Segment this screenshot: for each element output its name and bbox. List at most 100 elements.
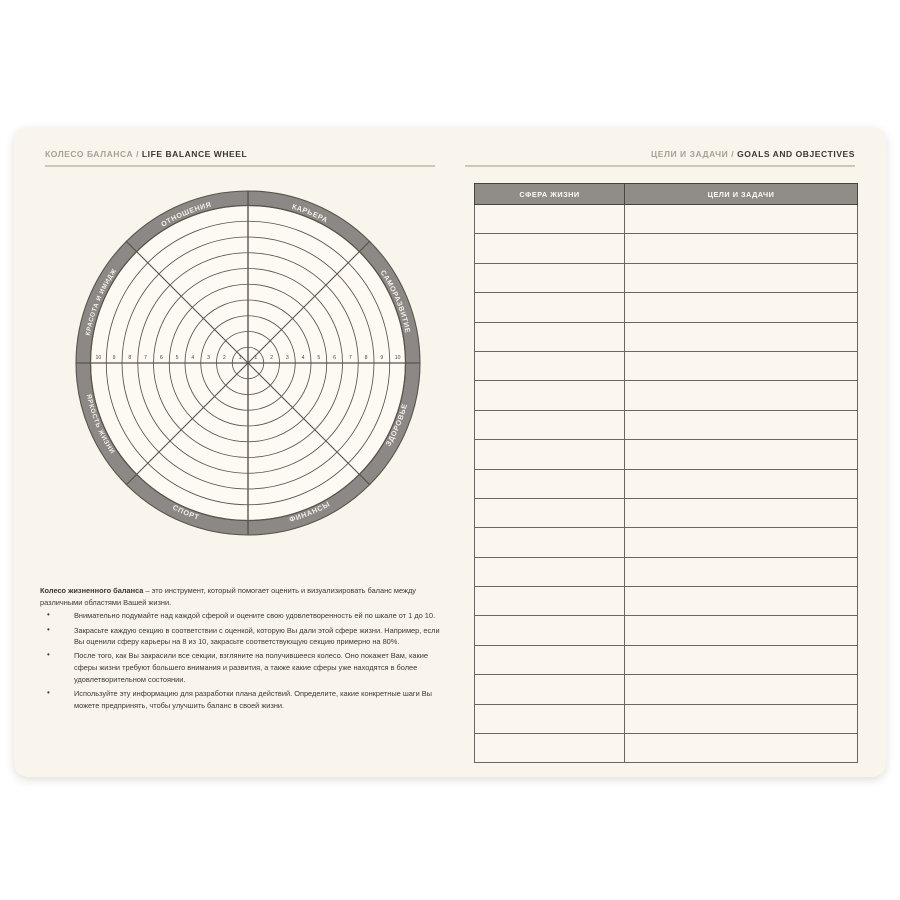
wheel-scale-label: 1 <box>239 355 242 361</box>
cell-life-area[interactable] <box>474 703 625 735</box>
table-row[interactable] <box>474 703 858 735</box>
wheel-scale-label: 6 <box>160 355 163 361</box>
wheel-scale-label: 8 <box>365 355 368 361</box>
table-row[interactable] <box>474 527 858 558</box>
wheel-spoke <box>247 362 360 475</box>
wheel-scale-label: 3 <box>286 355 289 361</box>
instructions-lead-bold: Колесо жизненного баланса <box>40 586 144 595</box>
wheel-scale-label: 5 <box>317 355 320 361</box>
table-row[interactable] <box>474 321 858 352</box>
wheel-scale-label: 1 <box>254 355 257 361</box>
instruction-text: Внимательно подумайте над каждой сферой … <box>74 611 436 621</box>
instruction-text: После того, как Вы закрасили все секции,… <box>74 651 428 684</box>
cell-life-area[interactable] <box>474 527 625 558</box>
instructions-lead-rest: – это инструмент, который помогает оцени… <box>40 586 416 607</box>
cell-goals[interactable] <box>624 644 858 676</box>
table-row[interactable] <box>474 439 858 470</box>
cell-life-area[interactable] <box>474 321 625 352</box>
cell-goals[interactable] <box>624 615 858 646</box>
table-row[interactable] <box>474 674 858 705</box>
instruction-text: Используйте эту информацию для разработк… <box>74 689 432 710</box>
cell-goals[interactable] <box>624 321 858 352</box>
cell-life-area[interactable] <box>474 733 625 764</box>
cell-life-area[interactable] <box>474 380 625 411</box>
cell-goals[interactable] <box>624 409 858 441</box>
wheel-scale-label: 8 <box>128 355 131 361</box>
table-row[interactable] <box>474 733 858 764</box>
table-row[interactable] <box>474 497 858 529</box>
table-row[interactable] <box>474 556 858 588</box>
cell-goals[interactable] <box>624 203 858 235</box>
cell-goals[interactable] <box>624 262 858 294</box>
wheel-scale-label: 10 <box>395 355 401 361</box>
header-left: КОЛЕСО БАЛАНСА / LIFE BALANCE WHEEL <box>45 149 247 159</box>
header-left-separator: / <box>136 149 139 159</box>
header-right-ru: ЦЕЛИ И ЗАДАЧИ <box>650 149 729 159</box>
cell-life-area[interactable] <box>474 615 625 646</box>
cell-goals[interactable] <box>624 556 858 588</box>
cell-life-area[interactable] <box>474 350 625 382</box>
wheel-scale-label: 2 <box>270 355 273 361</box>
header-right-en: GOALS AND OBJECTIVES <box>737 149 855 159</box>
cell-goals[interactable] <box>624 439 858 470</box>
cell-life-area[interactable] <box>474 439 625 470</box>
table-row[interactable] <box>474 586 858 617</box>
wheel-scale-label: 7 <box>349 355 352 361</box>
cell-goals[interactable] <box>624 527 858 558</box>
worksheet-page: КОЛЕСО БАЛАНСА / LIFE BALANCE WHEEL ЦЕЛИ… <box>14 127 886 777</box>
cell-life-area[interactable] <box>474 409 625 441</box>
wheel-scale-label: 4 <box>302 355 305 361</box>
cell-goals[interactable] <box>624 468 858 499</box>
cell-goals[interactable] <box>624 380 858 411</box>
cell-goals[interactable] <box>624 497 858 529</box>
cell-goals[interactable] <box>624 674 858 705</box>
wheel-scale-label: 5 <box>176 355 179 361</box>
table-row[interactable] <box>474 644 858 676</box>
wheel-scale-label: 6 <box>333 355 336 361</box>
instructions-lead: Колесо жизненного баланса – это инструме… <box>40 585 440 608</box>
table-row[interactable] <box>474 615 858 646</box>
wheel-scale-label: 7 <box>144 355 147 361</box>
table-row[interactable] <box>474 468 858 499</box>
cell-goals[interactable] <box>624 733 858 764</box>
header-right: ЦЕЛИ И ЗАДАЧИ / GOALS AND OBJECTIVES <box>651 149 855 159</box>
cell-life-area[interactable] <box>474 674 625 705</box>
wheel-scale-label: 9 <box>380 355 383 361</box>
cell-life-area[interactable] <box>474 556 625 588</box>
cell-life-area[interactable] <box>474 497 625 529</box>
header-right-separator: / <box>731 149 735 159</box>
life-balance-wheel[interactable]: 10 9 8 7 6 5 4 3 2 1 1 2 3 4 5 6 7 8 9 10 КАРЬЕРА САМОРАЗВИТИ… <box>24 175 444 575</box>
cell-goals[interactable] <box>624 233 858 264</box>
cell-life-area[interactable] <box>474 292 625 323</box>
cell-life-area[interactable] <box>474 203 625 235</box>
table-row[interactable] <box>474 292 858 323</box>
column-header-goals: ЦЕЛИ И ЗАДАЧИ <box>624 183 858 205</box>
cell-life-area[interactable] <box>474 233 625 264</box>
cell-life-area[interactable] <box>474 586 625 617</box>
bullet-icon: • <box>47 650 50 660</box>
wheel-scale-label: 4 <box>191 355 194 361</box>
table-row[interactable] <box>474 380 858 411</box>
table-row[interactable] <box>474 203 858 235</box>
wheel-spoke <box>136 362 249 475</box>
instruction-item: • Внимательно подумайте над каждой сферой… <box>40 610 440 622</box>
cell-life-area[interactable] <box>474 262 625 294</box>
wheel-spoke <box>247 251 360 364</box>
wheel-scale-label: 3 <box>207 355 210 361</box>
cell-life-area[interactable] <box>474 644 625 676</box>
table-row[interactable] <box>474 409 858 441</box>
wheel-spoke <box>136 251 249 364</box>
bullet-icon: • <box>47 624 50 634</box>
cell-goals[interactable] <box>624 292 858 323</box>
table-row[interactable] <box>474 233 858 264</box>
cell-goals[interactable] <box>624 350 858 382</box>
cell-goals[interactable] <box>624 586 858 617</box>
instruction-text: Закрасьте каждую секцию в соответствии с… <box>74 625 440 647</box>
table-row[interactable] <box>474 262 858 294</box>
cell-life-area[interactable] <box>474 468 625 499</box>
goals-and-objectives-table[interactable]: СФЕРА ЖИЗНИ ЦЕЛИ И ЗАДАЧИ <box>474 183 858 764</box>
wheel-scale-label: 2 <box>223 355 226 361</box>
cell-goals[interactable] <box>624 703 858 735</box>
wheel-scale-label: 9 <box>113 355 116 361</box>
table-row[interactable] <box>474 350 858 382</box>
